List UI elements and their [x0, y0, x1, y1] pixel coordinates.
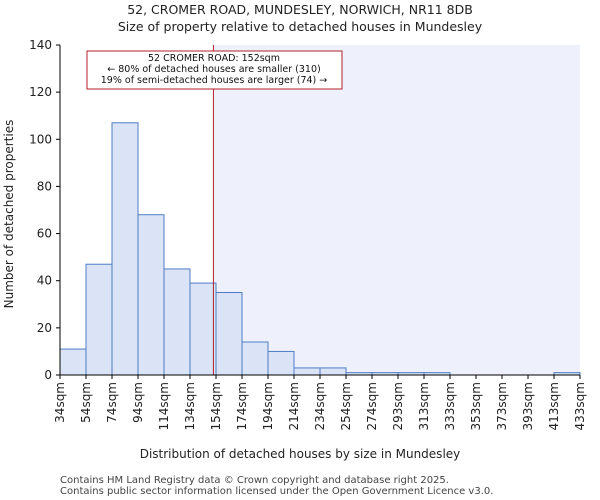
- bar-194sqm: [267, 350, 295, 376]
- y-tick-label: 0: [44, 368, 52, 382]
- bar-154sqm: [215, 292, 243, 376]
- y-tick-label: 100: [29, 132, 52, 146]
- bar-74sqm: [111, 122, 139, 376]
- x-tick-label: 74sqm: [105, 382, 119, 423]
- annotation-line-1: 52 CROMER ROAD: 152sqm: [148, 53, 280, 64]
- bar-134sqm: [189, 282, 217, 376]
- bar-214sqm: [293, 367, 321, 376]
- annotation-line-2: ← 80% of detached houses are smaller (31…: [107, 64, 320, 75]
- bar-34sqm: [59, 348, 87, 376]
- chart-subtitle: Size of property relative to detached ho…: [118, 19, 483, 34]
- bar-94sqm: [137, 214, 165, 376]
- y-axis-label: Number of detached properties: [2, 120, 16, 309]
- y-tick-label: 140: [29, 38, 52, 52]
- x-tick-label: 254sqm: [339, 382, 353, 430]
- y-tick-label: 20: [37, 321, 52, 335]
- x-tick-label: 433sqm: [573, 382, 587, 430]
- x-axis-label: Distribution of detached houses by size …: [140, 447, 461, 461]
- x-tick-label: 234sqm: [313, 382, 327, 430]
- y-axis-ticks: 0 20 40 60 80 100 120 140: [29, 38, 60, 382]
- bar-234sqm: [319, 367, 347, 376]
- bar-174sqm: [241, 341, 269, 376]
- x-tick-label: 353sqm: [469, 382, 483, 430]
- footer-line-2: Contains public sector information licen…: [60, 486, 493, 497]
- y-tick-label: 40: [37, 274, 52, 288]
- x-tick-label: 154sqm: [209, 382, 223, 430]
- y-tick-label: 60: [37, 227, 52, 241]
- bar-114sqm: [163, 268, 191, 376]
- x-tick-label: 174sqm: [235, 382, 249, 430]
- chart-title: 52, CROMER ROAD, MUNDESLEY, NORWICH, NR1…: [127, 2, 473, 17]
- x-tick-label: 313sqm: [417, 382, 431, 430]
- footer-line-1: Contains HM Land Registry data © Crown c…: [60, 475, 449, 486]
- x-tick-label: 413sqm: [547, 382, 561, 430]
- x-tick-label: 54sqm: [79, 382, 93, 423]
- annotation-box: 52 CROMER ROAD: 152sqm ← 80% of detached…: [86, 50, 343, 90]
- x-tick-label: 274sqm: [365, 382, 379, 430]
- annotation-line-3: 19% of semi-detached houses are larger (…: [101, 75, 328, 86]
- x-axis-ticks: 34sqm 54sqm 74sqm 94sqm 114sqm 134sqm 154sqm 17…: [53, 375, 587, 430]
- bar-54sqm: [85, 263, 113, 376]
- larger-than-property-region: [213, 45, 580, 375]
- x-tick-label: 94sqm: [131, 382, 145, 423]
- bar-series: [59, 122, 581, 376]
- x-tick-label: 194sqm: [261, 382, 275, 430]
- x-tick-label: 114sqm: [157, 382, 171, 430]
- x-tick-label: 214sqm: [287, 382, 301, 430]
- x-tick-label: 34sqm: [53, 382, 67, 423]
- y-tick-label: 80: [37, 179, 52, 193]
- x-tick-label: 393sqm: [521, 382, 535, 430]
- x-tick-label: 333sqm: [443, 382, 457, 430]
- x-tick-label: 293sqm: [391, 382, 405, 430]
- x-tick-label: 373sqm: [495, 382, 509, 430]
- y-tick-label: 120: [29, 85, 52, 99]
- x-tick-label: 134sqm: [183, 382, 197, 430]
